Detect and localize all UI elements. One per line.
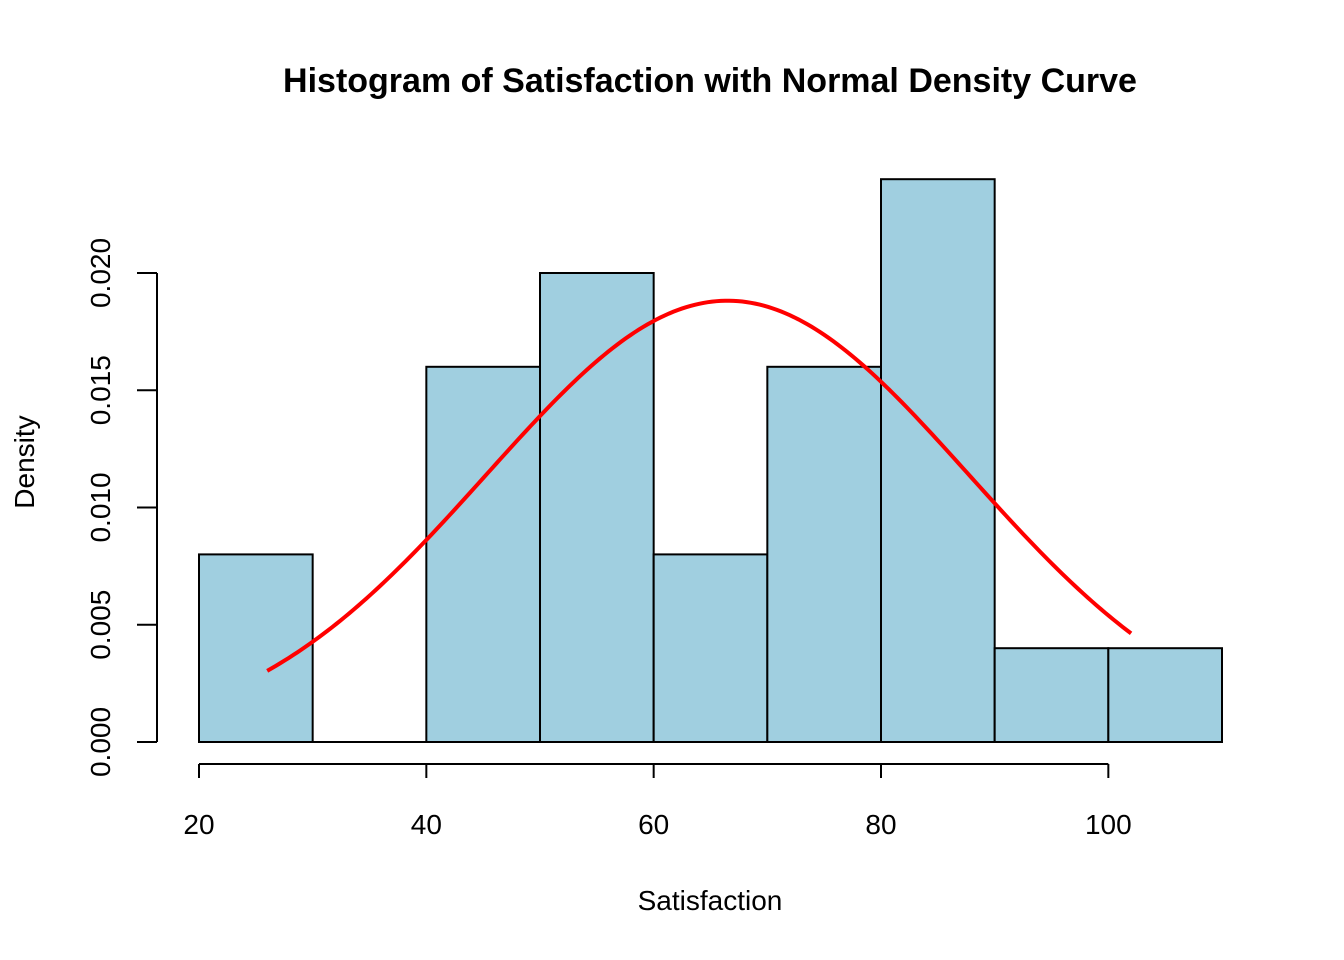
histogram-bar	[1107, 647, 1224, 744]
y-tick-label: 0.015	[85, 355, 116, 425]
y-tick-label: 0.000	[85, 707, 116, 777]
x-tick-label: 80	[865, 809, 896, 840]
y-tick-label: 0.005	[85, 590, 116, 660]
y-tick-label: 0.010	[85, 472, 116, 542]
x-tick-label: 60	[638, 809, 669, 840]
histogram-bar	[993, 647, 1110, 744]
histogram-bar	[880, 178, 996, 743]
x-axis: 20 40 60 80 100	[183, 763, 1132, 840]
histogram-bar	[539, 272, 655, 743]
y-axis-label: Density	[9, 415, 40, 508]
histogram-bar	[652, 553, 769, 744]
y-tick-label: 0.020	[85, 238, 116, 308]
bars-group	[198, 178, 1224, 744]
x-tick-label: 100	[1085, 809, 1132, 840]
x-axis-label: Satisfaction	[638, 885, 783, 916]
x-tick-label: 40	[411, 809, 442, 840]
normal-density-curve	[266, 298, 1133, 673]
y-axis: 0.000 0.005 0.010 0.015 0.020	[85, 238, 158, 777]
histogram-bar	[425, 365, 542, 743]
x-tick-label: 20	[183, 809, 214, 840]
histogram-bar	[766, 365, 882, 743]
chart-title: Histogram of Satisfaction with Normal De…	[283, 62, 1137, 100]
histogram-bar	[198, 553, 314, 744]
